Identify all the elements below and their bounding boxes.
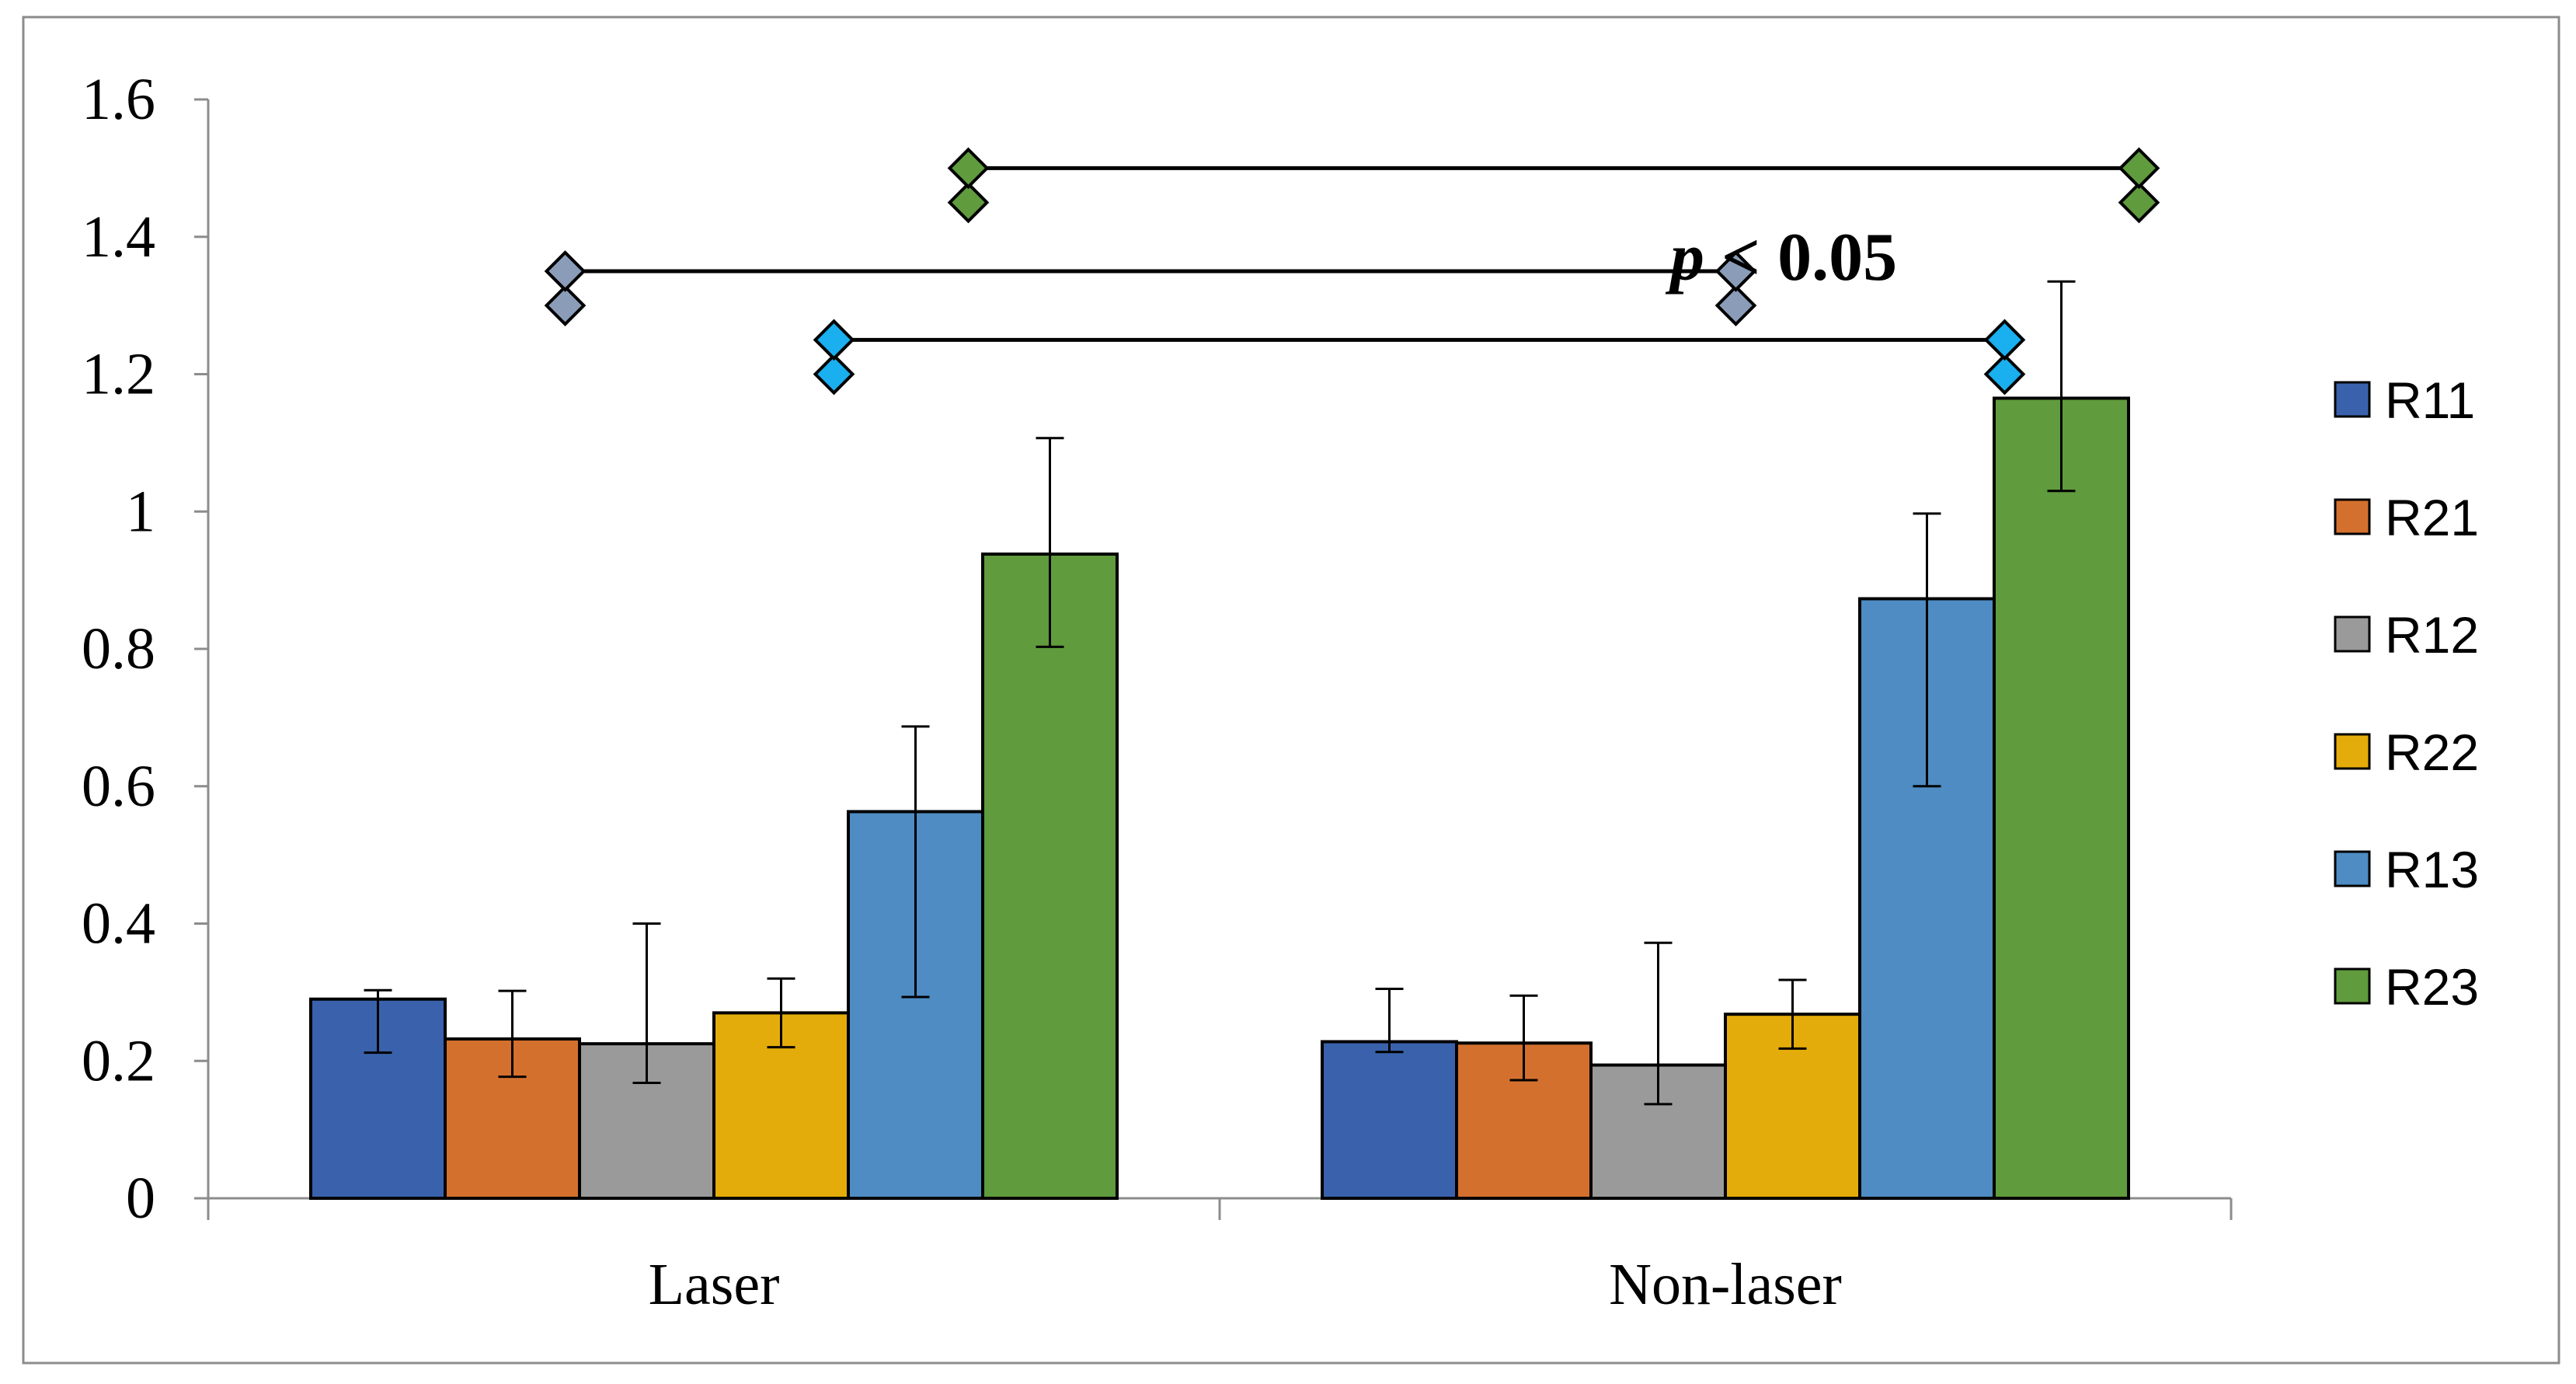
legend-item-r13: R13 <box>2334 841 2479 898</box>
significance-marker <box>544 284 587 326</box>
legend-item-r21: R21 <box>2334 489 2479 546</box>
legend-swatch <box>2334 967 2371 1005</box>
legend-swatch <box>2334 498 2371 535</box>
legend-swatch <box>2334 733 2371 770</box>
p-value-italic: p <box>1665 220 1704 295</box>
p-value-rest: < 0.05 <box>1704 220 1897 295</box>
y-tick-label: 0 <box>126 1166 155 1231</box>
p-value-annotation: p < 0.05 <box>1665 220 1897 295</box>
significance-marker <box>1983 353 2026 396</box>
legend-label: R11 <box>2385 371 2475 429</box>
error-bar <box>1509 994 1538 1082</box>
legend-label: R12 <box>2385 606 2479 664</box>
legend-item-r22: R22 <box>2334 723 2479 781</box>
axes: 0 0.2 0.4 0.6 0.8 1 1.2 1.4 1.6 Laser Non-laser <box>82 67 2233 1317</box>
legend-swatch <box>2334 850 2371 887</box>
legend-label: R13 <box>2385 841 2479 898</box>
y-tick-label: 1.4 <box>82 204 155 270</box>
legend-item-r11: R11 <box>2334 371 2475 429</box>
error-bar <box>2047 280 2076 493</box>
significance-marker <box>2118 147 2160 190</box>
error-bar <box>767 977 795 1049</box>
bar-r23-non-laser <box>1993 396 2130 1200</box>
bars <box>309 396 2130 1201</box>
legend-label: R21 <box>2385 489 2479 546</box>
significance-marker <box>1714 250 1757 292</box>
error-bar <box>364 988 392 1055</box>
legend-label: R22 <box>2385 723 2479 781</box>
significance-marker <box>1983 319 2026 361</box>
error-bar <box>498 989 527 1079</box>
error-bar <box>901 725 930 999</box>
error-bar <box>1644 941 1673 1106</box>
error-bar <box>1036 437 1064 648</box>
x-category-label: Non-laser <box>1609 1252 1842 1317</box>
bar-r11-non-laser <box>1321 1040 1458 1200</box>
significance-marker <box>544 250 587 292</box>
y-tick-label: 0.8 <box>82 616 155 682</box>
y-tick-label: 0.2 <box>82 1028 155 1093</box>
error-bars <box>364 280 2076 1106</box>
error-bar <box>1778 978 1807 1050</box>
y-tick-label: 1.2 <box>82 342 155 407</box>
legend-swatch <box>2334 615 2371 653</box>
error-bar <box>1913 512 1941 788</box>
legend: R11 R21 R12 R22 R13 R23 <box>2334 371 2479 1016</box>
error-bar <box>1375 987 1404 1054</box>
x-category-label: Laser <box>649 1252 780 1317</box>
significance-bracket-r23 <box>947 147 2160 224</box>
y-tick-label: 0.4 <box>82 891 155 957</box>
legend-item-r23: R23 <box>2334 958 2479 1016</box>
significance-bracket-r12 <box>544 250 1757 326</box>
significance-bracket-r13 <box>813 319 2026 396</box>
y-tick-label: 1 <box>126 479 155 544</box>
legend-swatch <box>2334 381 2371 418</box>
error-bar <box>632 922 661 1085</box>
significance-marker <box>813 353 855 396</box>
significance-marker <box>947 147 990 190</box>
bar-r23-laser <box>981 553 1119 1200</box>
significance-marker <box>813 319 855 361</box>
y-tick-label: 0.6 <box>82 754 155 819</box>
legend-label: R23 <box>2385 958 2479 1016</box>
significance-marker <box>947 181 990 224</box>
y-tick-label: 1.6 <box>82 67 155 132</box>
significance-brackets <box>544 147 2160 396</box>
significance-marker <box>1714 284 1757 326</box>
significance-marker <box>2118 181 2160 224</box>
legend-item-r12: R12 <box>2334 606 2479 664</box>
